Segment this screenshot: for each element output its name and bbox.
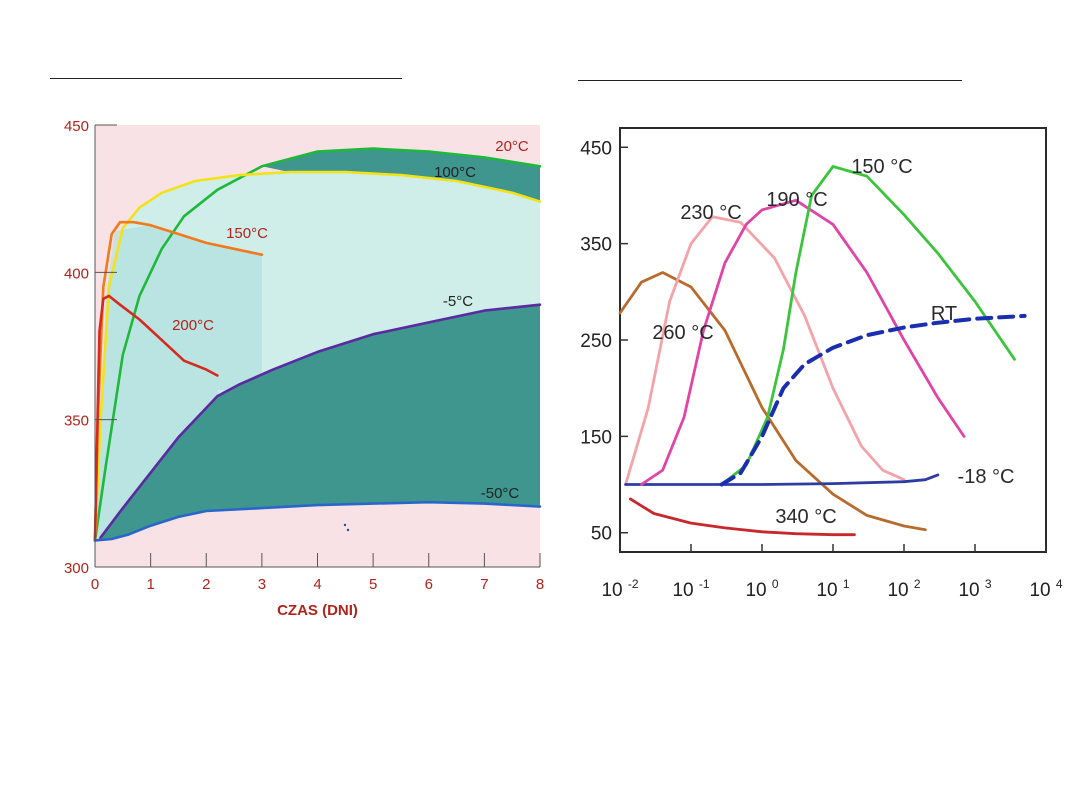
y-tick-label: 150 xyxy=(580,427,612,448)
series-rt-line xyxy=(719,313,1027,487)
series-rt-label: RT xyxy=(931,303,957,325)
series-minus50c-label: -50°C xyxy=(481,485,520,502)
series-20c-line xyxy=(93,147,542,542)
x-tick-label: 10 2 xyxy=(887,577,920,601)
right-log-chart: 50 150 250 350 450 10 -2 10 -1 10 0 10 1 10 2 10 3… xyxy=(580,127,1063,601)
x-tick-label: 3 xyxy=(258,576,266,593)
series-260c-line xyxy=(618,271,927,532)
left-region-dark xyxy=(95,304,540,541)
x-tick-label: 6 xyxy=(425,576,433,593)
right-title-rule xyxy=(578,80,962,81)
speck xyxy=(343,523,347,527)
series-150c-line xyxy=(93,220,264,542)
x-tick-label: 10 3 xyxy=(958,577,991,601)
left-title-rule xyxy=(50,78,402,79)
y-tick-label: 250 xyxy=(580,331,612,352)
x-tick-label: 8 xyxy=(536,576,544,593)
series-150c-label: 150 °C xyxy=(851,156,912,178)
series-200c-line xyxy=(93,294,219,542)
series-minus50c-line xyxy=(93,500,542,542)
series-260c-label: 260 °C xyxy=(652,322,713,344)
series-230c-line xyxy=(624,215,906,486)
series-150c-label: 150°C xyxy=(226,225,268,242)
series-340c-line xyxy=(629,497,856,537)
series-340c-label: 340 °C xyxy=(775,506,836,528)
y-tick-label: 350 xyxy=(580,235,612,256)
x-tick-label: 7 xyxy=(480,576,488,593)
series-100c-label: 100°C xyxy=(434,164,476,181)
y-tick-label: 450 xyxy=(580,138,612,159)
x-tick-label: 10 -2 xyxy=(601,577,638,601)
speck xyxy=(346,528,350,532)
x-tick-label: 10 1 xyxy=(816,577,849,601)
x-tick-label: 2 xyxy=(202,576,210,593)
right-plot-frame xyxy=(619,127,1047,553)
x-tick-label: 5 xyxy=(369,576,377,593)
y-tick-label: 350 xyxy=(64,413,89,430)
left-aging-chart: 0 1 2 3 4 5 6 7 8 300 350 400 450 CZAS (DNI) 20°C 100°C… xyxy=(64,118,544,619)
series-200c-label: 200°C xyxy=(172,317,214,334)
x-tick-label: 10 0 xyxy=(745,577,778,601)
series-minus18c-label: -18 °C xyxy=(958,466,1015,488)
x-tick-label: 1 xyxy=(146,576,154,593)
x-axis-title: CZAS (DNI) xyxy=(277,602,358,619)
y-tick-label: 50 xyxy=(591,524,612,545)
y-tick-label: 400 xyxy=(64,265,89,282)
x-tick-label: 0 xyxy=(91,576,99,593)
series-minus5c-label: -5°C xyxy=(443,293,473,310)
y-tick-label: 450 xyxy=(64,118,89,135)
series-190c-label: 190 °C xyxy=(766,189,827,211)
series-minus18c-line xyxy=(624,473,940,486)
x-tick-label: 10 4 xyxy=(1029,577,1062,601)
series-minus5c-line xyxy=(99,303,542,539)
x-tick-label: 10 -1 xyxy=(672,577,709,601)
series-190c-line xyxy=(640,198,966,486)
series-230c-label: 230 °C xyxy=(680,202,741,224)
series-100c-line xyxy=(93,170,542,542)
series-20c-label: 20°C xyxy=(495,138,529,155)
y-tick-label: 300 xyxy=(64,560,89,577)
series-150c-line xyxy=(720,165,1016,486)
x-tick-label: 4 xyxy=(313,576,321,593)
